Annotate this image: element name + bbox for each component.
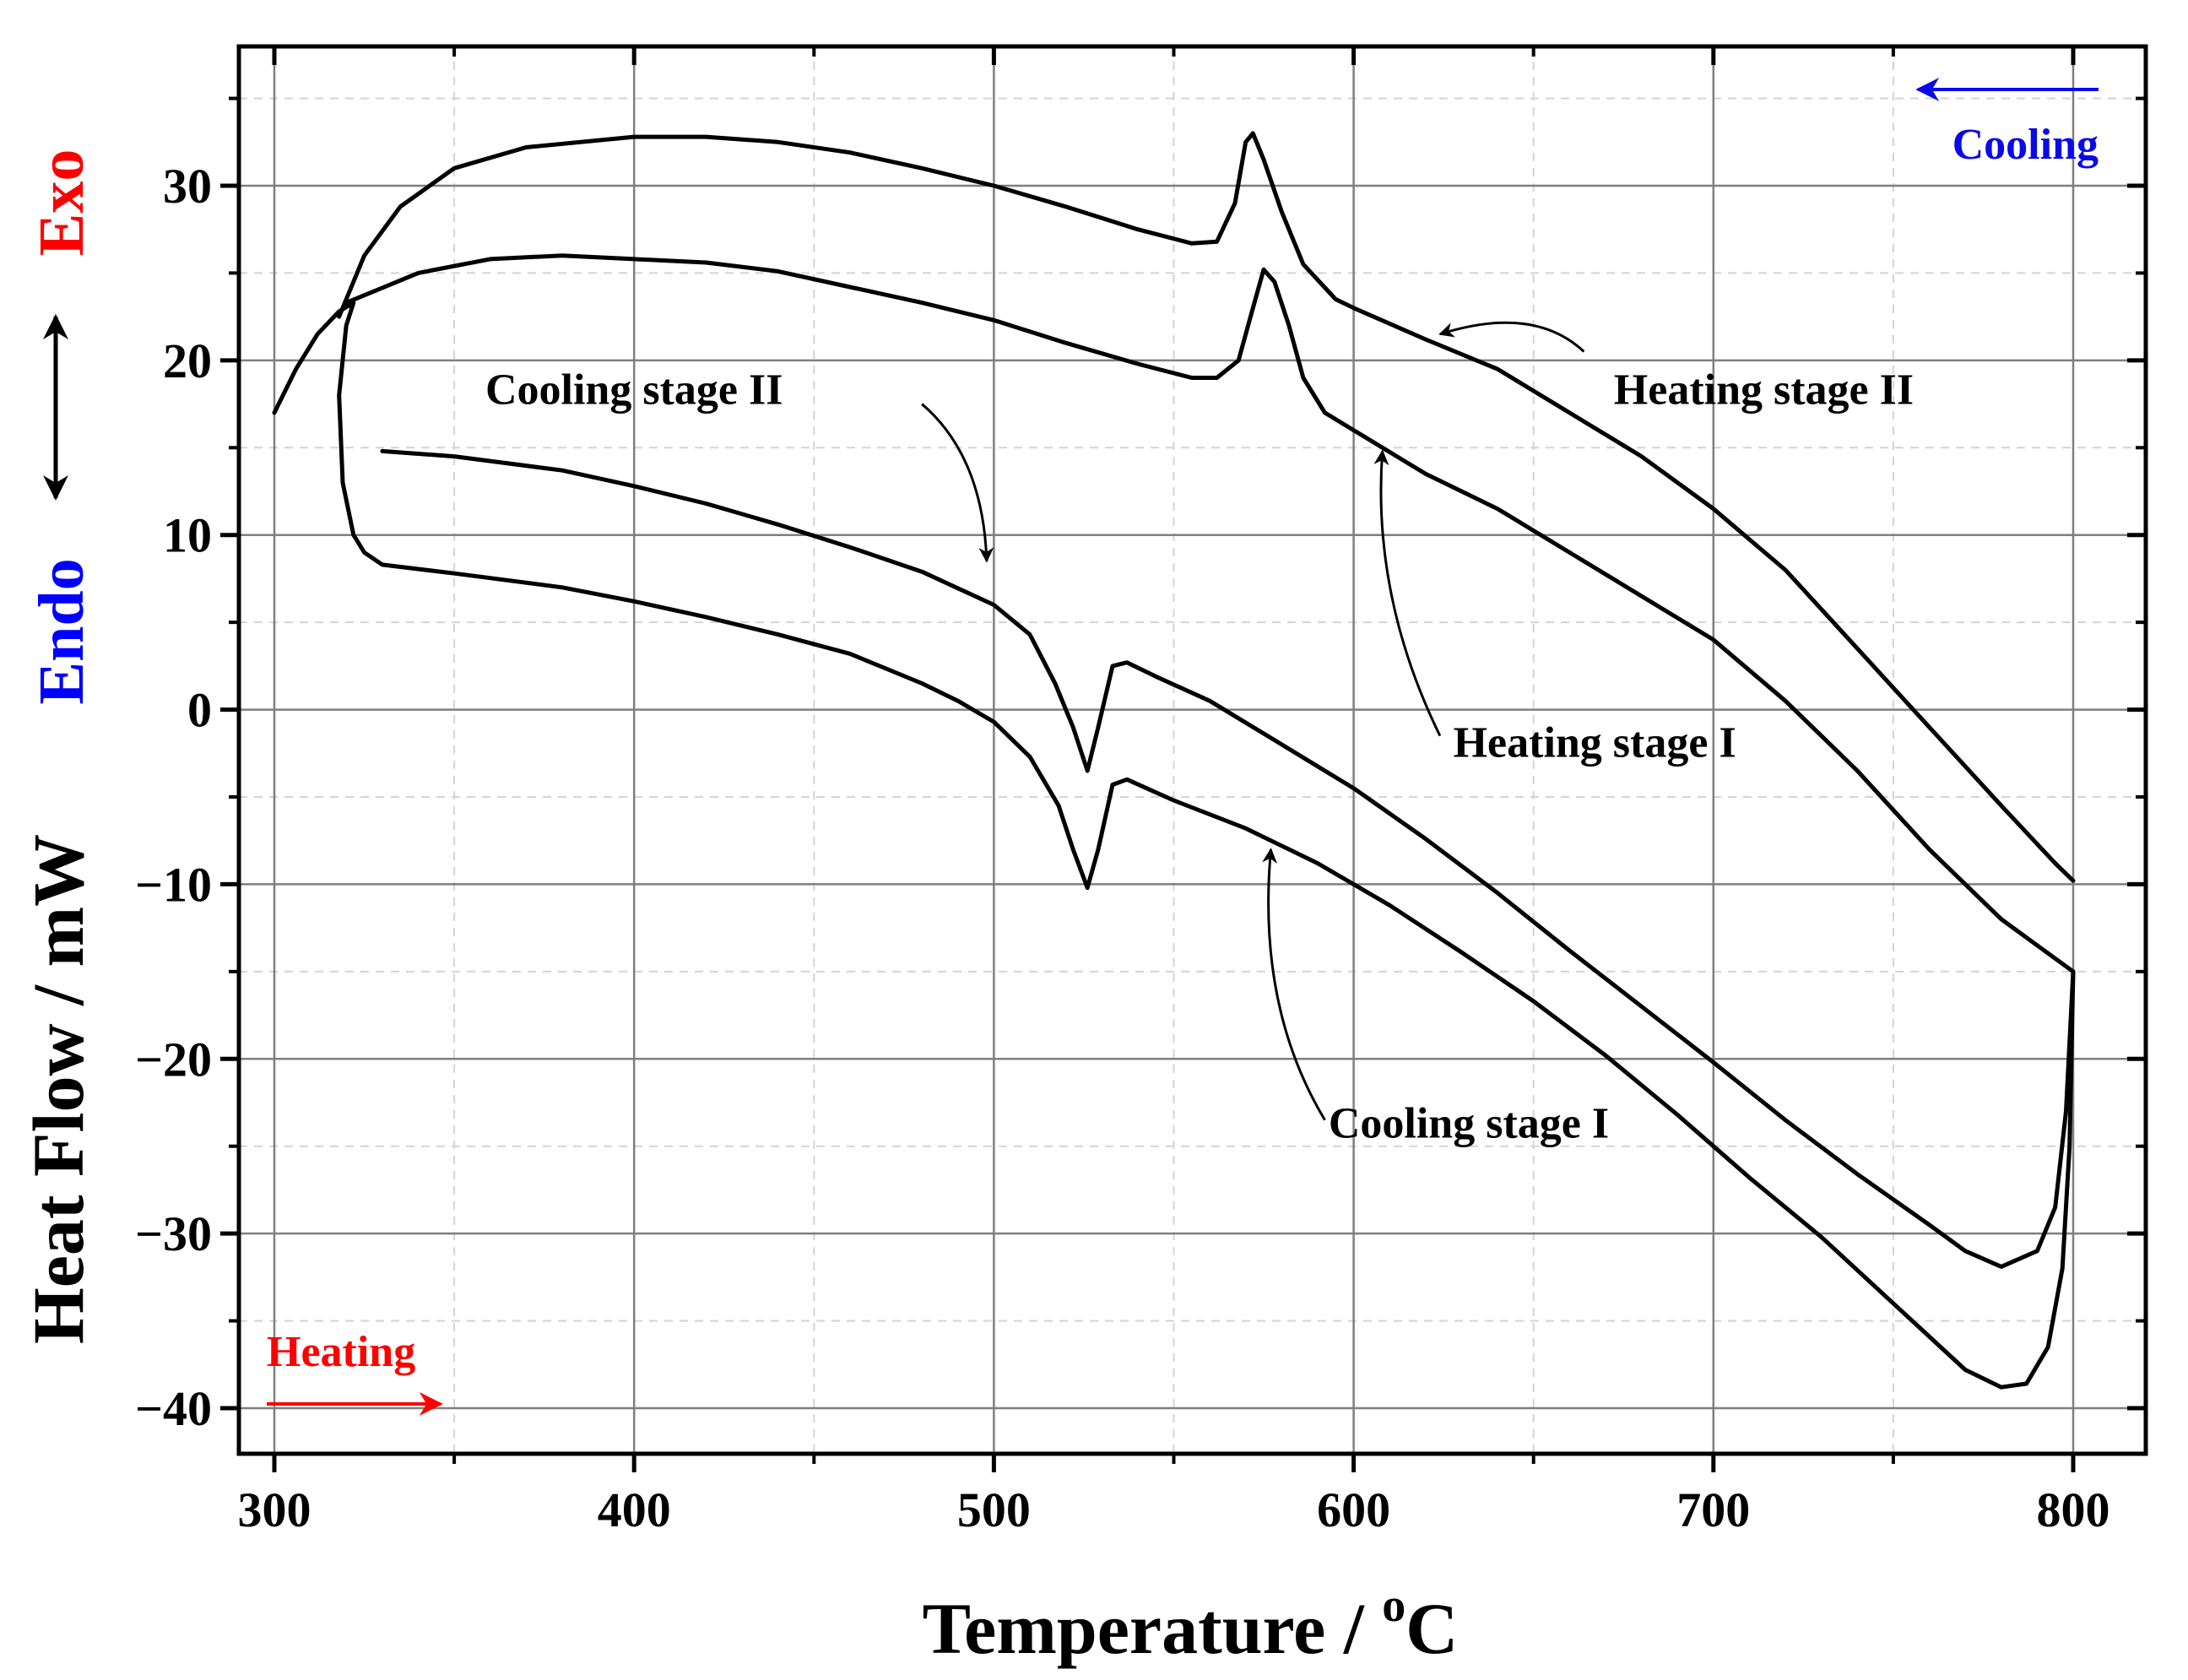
axis-ticks xyxy=(220,46,2146,1472)
x-tick-label: 300 xyxy=(238,1482,311,1537)
y-tick-label: −40 xyxy=(135,1381,212,1436)
cooling-indicator: Cooling xyxy=(1915,78,2099,169)
x-axis-title-main: Temperature / xyxy=(923,1588,1383,1669)
series-line-heating-stage-i xyxy=(344,253,2076,974)
annotation-arrow-icon xyxy=(1373,449,1442,737)
annotation-labels: Cooling stage II Heating stage II Heating … xyxy=(485,366,1914,1148)
y-axis-title: Heat Flow / mW xyxy=(18,834,99,1344)
x-tick-label: 800 xyxy=(2037,1482,2110,1537)
endo-label: Endo xyxy=(26,558,97,704)
heating-indicator: Heating xyxy=(267,1328,443,1416)
x-tick-label: 400 xyxy=(598,1482,671,1537)
cooling-label: Cooling xyxy=(1952,121,2099,169)
annotation-arrow-icon xyxy=(1262,848,1326,1121)
plot-frame xyxy=(236,44,2148,1456)
annotation-arrows xyxy=(921,321,1585,1121)
y-tick-labels: 30 20 10 0 −10 −20 −30 −40 xyxy=(135,159,212,1436)
exo-label: Exo xyxy=(26,149,97,257)
annotation-arrow-icon xyxy=(1438,321,1585,353)
series-line-cooling-stage-i xyxy=(272,301,2076,1390)
annotation-heating-stage-ii: Heating stage II xyxy=(1614,366,1914,415)
x-axis-title-unit: C xyxy=(1405,1588,1458,1669)
annotation-arrow-icon xyxy=(921,403,994,563)
annotation-cooling-stage-ii: Cooling stage II xyxy=(485,366,783,415)
annotation-heating-stage-i: Heating stage I xyxy=(1454,718,1736,767)
y-tick-label: −30 xyxy=(135,1206,212,1261)
x-tick-labels: 300 400 500 600 700 800 xyxy=(238,1482,2110,1537)
x-tick-label: 500 xyxy=(957,1482,1031,1537)
y-tick-label: 10 xyxy=(163,508,212,563)
x-tick-label: 600 xyxy=(1317,1482,1390,1537)
x-axis-title-degree: o xyxy=(1382,1580,1405,1632)
y-tick-label: 0 xyxy=(187,683,212,738)
heating-label: Heating xyxy=(267,1328,415,1376)
y-tick-label: 30 xyxy=(163,159,212,214)
y-tick-label: −20 xyxy=(135,1032,212,1087)
annotation-cooling-stage-i: Cooling stage I xyxy=(1329,1099,1609,1147)
series-lines xyxy=(272,131,2076,1390)
x-axis-title: Temperature / oC xyxy=(923,1580,1459,1669)
x-tick-label: 700 xyxy=(1676,1482,1750,1537)
y-tick-label: −10 xyxy=(135,857,212,912)
series-line-heating-stage-ii xyxy=(337,131,2076,883)
y-tick-label: 20 xyxy=(163,333,212,388)
major-gridlines xyxy=(239,46,2146,1454)
series-line-cooling-stage-ii xyxy=(380,448,2076,1269)
